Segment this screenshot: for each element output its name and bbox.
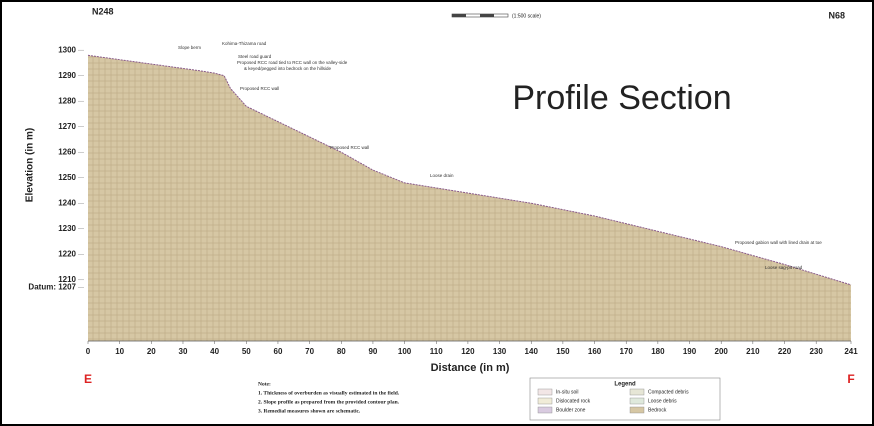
note-title: Note: — [258, 381, 271, 387]
legend-label: Compacted debris — [648, 389, 689, 395]
corner-label: N248 — [92, 6, 114, 16]
legend-swatch — [630, 398, 644, 404]
x-tick-label: 160 — [588, 347, 602, 356]
x-tick-label: 210 — [746, 347, 760, 356]
x-tick-label: 60 — [274, 347, 283, 356]
x-tick-label: 50 — [242, 347, 251, 356]
y-tick-label: 1260 — [58, 147, 76, 156]
x-tick-label: 90 — [368, 347, 377, 356]
x-tick-label: 180 — [651, 347, 665, 356]
annotation: Steel road guard — [238, 54, 272, 59]
x-tick-label: 80 — [337, 347, 346, 356]
y-tick-label: 1240 — [58, 198, 76, 207]
x-tick-label: 20 — [147, 347, 156, 356]
x-tick-label: 200 — [715, 347, 729, 356]
x-axis-title: Distance (in m) — [431, 362, 510, 374]
legend-swatch — [630, 407, 644, 413]
x-tick-label: 230 — [809, 347, 823, 356]
legend-swatch — [630, 389, 644, 395]
y-tick-label: 1300 — [58, 45, 76, 54]
x-tick-label: 170 — [620, 347, 634, 356]
corner-label: F — [847, 372, 854, 386]
annotation: Kohima-Thizama road — [222, 41, 267, 46]
x-tick-label: 0 — [86, 347, 91, 356]
x-tick-label: 10 — [115, 347, 124, 356]
annotation: Loose drain — [430, 173, 454, 178]
x-tick-label: 70 — [305, 347, 314, 356]
legend-label: In-situ soil — [556, 389, 579, 395]
y-tick-label: 1220 — [58, 249, 76, 258]
ground-fill — [88, 55, 851, 341]
y-tick-label: 1270 — [58, 122, 76, 131]
x-tick-label: 110 — [430, 347, 443, 356]
y-tick-label: 1290 — [58, 71, 76, 80]
annotation: Slope berm — [178, 45, 201, 50]
y-axis-title: Elevation (in m) — [25, 128, 36, 202]
y-tick-label: Datum: 1207 — [28, 283, 76, 292]
annotation: Loose sag-pit road — [765, 265, 803, 270]
annotation: Proposed RCC road tied to RCC wall on th… — [237, 60, 348, 65]
annotation: Proposed RCC wall — [240, 86, 279, 91]
legend-swatch — [538, 407, 552, 413]
corner-label: E — [84, 372, 92, 386]
chart-title: Profile Section — [512, 79, 731, 117]
annotation: Proposed gabion wall with lined drain at… — [735, 240, 822, 245]
x-tick-label: 120 — [461, 347, 475, 356]
legend-title: Legend — [614, 382, 636, 388]
corner-label: N68 — [828, 10, 845, 20]
y-tick-label: 1230 — [58, 224, 76, 233]
note: Note: — [258, 381, 271, 387]
legend-swatch — [538, 398, 552, 404]
note-line: 1. Thickness of overburden as visually e… — [258, 390, 400, 396]
legend-label: Boulder zone — [556, 407, 586, 413]
x-tick-label: 40 — [210, 347, 219, 356]
x-tick-label: 100 — [398, 347, 412, 356]
x-tick-label: 130 — [493, 347, 507, 356]
x-tick-label: 150 — [556, 347, 570, 356]
annotation: & keyed/pegged into bedrock on the hills… — [244, 66, 332, 71]
y-tick-label: 1280 — [58, 96, 76, 105]
y-tick-label: 1250 — [58, 173, 76, 182]
x-tick-label: 241 — [844, 347, 858, 356]
legend-swatch — [538, 389, 552, 395]
x-tick-label: 220 — [778, 347, 792, 356]
x-tick-label: 140 — [525, 347, 539, 356]
legend-label: Bedrock — [648, 407, 667, 413]
annotation: Proposed RCC wall — [330, 145, 369, 150]
scale-label: (1:500 scale) — [512, 13, 541, 19]
legend-label: Loose debris — [648, 398, 677, 404]
x-tick-label: 190 — [683, 347, 697, 356]
profile-drawing: N248 N68 E F (1:500 scale) Profile Secti… — [0, 0, 874, 426]
legend-label: Dislocated rock — [556, 398, 591, 404]
note-line: 2. Slope profile as prepared from the pr… — [258, 399, 400, 405]
note-line: 3. Remedial measures shown are schematic… — [258, 408, 361, 414]
x-tick-label: 30 — [179, 347, 188, 356]
scale-bar — [452, 14, 508, 17]
